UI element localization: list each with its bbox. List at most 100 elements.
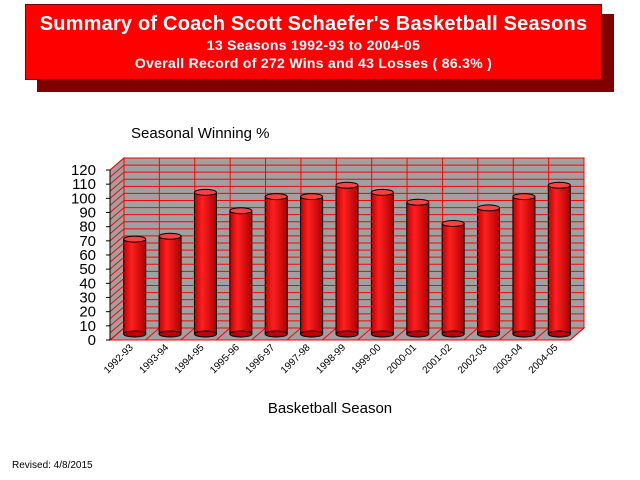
x-tick-label: 1995-96 — [208, 342, 242, 376]
x-tick-label: 2003-04 — [491, 342, 525, 376]
chart-title: Seasonal Winning % — [131, 125, 269, 142]
bar-base — [158, 330, 182, 338]
gridline-side — [109, 313, 125, 327]
bar-top — [229, 207, 253, 215]
bar-body — [193, 191, 217, 335]
bar-top — [512, 193, 536, 201]
gridline-floor — [498, 327, 514, 341]
gridline-side — [109, 164, 125, 178]
gridline-side — [109, 320, 125, 334]
y-tick-label: 0 — [88, 332, 96, 349]
gridline-side — [109, 285, 125, 298]
page-title: Summary of Coach Scott Schaefer's Basket… — [39, 13, 588, 35]
bar-base — [441, 330, 465, 338]
y-tick-label: 80 — [79, 219, 96, 236]
y-tick-label: 70 — [79, 233, 96, 250]
bar-base — [229, 330, 253, 338]
bar-base — [512, 330, 536, 338]
title-banner: Summary of Coach Scott Schaefer's Basket… — [25, 4, 602, 80]
bar — [264, 193, 288, 338]
bar-top — [335, 181, 359, 189]
bar-base — [264, 330, 288, 338]
bar-base — [123, 330, 147, 338]
bar — [158, 232, 182, 338]
gridline-floor — [357, 327, 373, 341]
gridline-side — [109, 228, 125, 242]
record-subtitle: Overall Record of 272 Wins and 43 Losses… — [134, 55, 493, 71]
bar-base — [370, 330, 394, 338]
gridline-side — [109, 193, 125, 206]
gridline-floor — [251, 327, 266, 341]
bar — [477, 204, 501, 338]
gridline-side — [109, 256, 125, 270]
gridline-side — [109, 242, 125, 256]
gridline-floor — [215, 327, 231, 341]
gridline-side — [109, 185, 125, 199]
x-tick-label: 1993-94 — [137, 342, 171, 376]
gridline-side — [109, 278, 125, 291]
bar — [300, 193, 324, 338]
gridline-side — [109, 299, 125, 313]
y-tick-label: 90 — [79, 205, 96, 222]
gridline-side — [109, 263, 125, 277]
x-tick-label: 1994-95 — [173, 342, 207, 376]
x-tick-label: 2002-03 — [456, 342, 490, 376]
bar-body — [158, 235, 182, 335]
bar-top — [264, 193, 288, 201]
x-tick-label: 2000-01 — [385, 342, 419, 376]
bar — [406, 198, 430, 338]
revised-date: Revised: 4/8/2015 — [12, 460, 93, 471]
y-tick-label: 60 — [79, 247, 96, 264]
gridline-side — [109, 249, 125, 263]
gridline-side — [109, 214, 125, 228]
gridline-floor — [392, 327, 408, 341]
x-tick-label: 1997-98 — [279, 342, 313, 376]
x-tick-label: 1999-00 — [350, 342, 384, 376]
y-tick-label: 40 — [79, 275, 96, 292]
bar — [547, 181, 571, 338]
bar — [123, 235, 147, 338]
gridline-floor — [534, 327, 549, 341]
gridline-side — [109, 270, 125, 284]
gridline-side — [109, 171, 125, 185]
bar-base — [335, 330, 359, 338]
bar-body — [547, 184, 571, 335]
gridline-floor — [109, 327, 125, 341]
gridline-floor — [286, 327, 302, 341]
x-axis-title: Basketball Season — [268, 400, 392, 417]
bar-base — [300, 330, 324, 338]
bar-top — [547, 181, 571, 189]
bar — [229, 207, 253, 338]
x-tick-label: 1996-97 — [244, 342, 278, 376]
seasons-subtitle: 13 Seasons 1992-93 to 2004-05 — [206, 37, 421, 53]
bar-body — [264, 196, 288, 335]
bar-body — [300, 196, 324, 335]
bar-top — [477, 204, 501, 212]
bar-top — [441, 220, 465, 227]
bar-body — [406, 201, 430, 335]
bar-top — [300, 193, 324, 201]
x-tick-label: 2004-05 — [527, 342, 561, 376]
y-tick-label: 100 — [71, 190, 96, 207]
y-tick-label: 120 — [71, 162, 96, 179]
gridline-side — [109, 306, 125, 320]
gridline-floor — [428, 327, 443, 341]
gridline-side — [109, 235, 125, 249]
gridline-side — [109, 157, 125, 171]
bar — [441, 220, 465, 338]
bar-top — [123, 235, 147, 243]
bar-top — [370, 188, 394, 196]
gridline-floor — [463, 327, 479, 341]
gridline-side — [109, 178, 125, 192]
bar — [193, 188, 217, 338]
y-tick-label: 20 — [79, 304, 96, 321]
gridline-side — [109, 292, 125, 305]
bar-top — [406, 198, 430, 206]
bar-top — [193, 188, 217, 196]
bar-body — [335, 184, 359, 335]
bar-body — [229, 210, 253, 335]
bar — [512, 193, 536, 338]
bar-top — [158, 232, 182, 240]
x-tick-label: 2001-02 — [421, 342, 455, 376]
